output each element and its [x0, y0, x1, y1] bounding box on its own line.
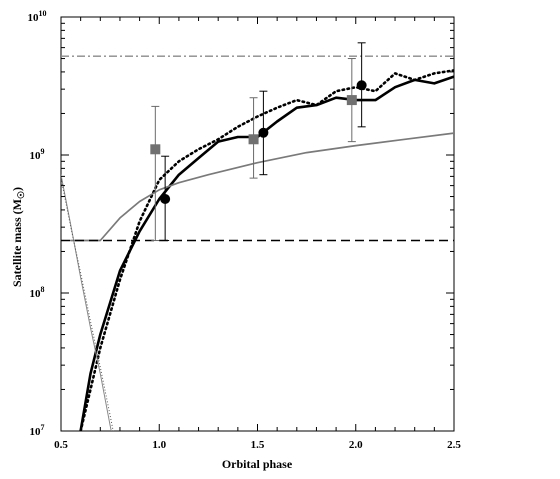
data-point-circle [160, 155, 171, 242]
y-axis-label: Satellite mass (M☉) [10, 187, 26, 287]
data-point-square [150, 105, 161, 242]
points-layer [150, 42, 367, 242]
y-tick-base: 10 [28, 12, 40, 24]
plot-frame [60, 16, 455, 432]
data-point-circle [356, 42, 367, 128]
y-tick-exponent: 9 [41, 147, 45, 156]
y-tick-base: 10 [30, 150, 42, 162]
plot-area [60, 16, 455, 432]
series-line-dotted-thick [79, 69, 454, 431]
circle-marker [356, 80, 367, 91]
y-tick-exponent: 8 [41, 285, 45, 294]
series-line-thin-gray [61, 174, 112, 431]
square-marker [150, 144, 161, 155]
x-tick-label: 2.5 [447, 439, 461, 451]
series-layer [61, 55, 454, 431]
y-axis-label-subscript: ☉ [16, 191, 26, 199]
x-tick-label: 2.0 [349, 439, 363, 451]
data-point-square [346, 58, 357, 143]
y-tick-label: 108 [30, 285, 45, 300]
y-tick-label: 107 [30, 423, 45, 438]
series-line-solid-gray [69, 132, 454, 242]
y-tick-base: 10 [30, 426, 42, 438]
circle-marker [160, 193, 171, 204]
y-tick-exponent: 10 [39, 9, 47, 18]
circle-marker [258, 127, 269, 138]
data-point-circle [258, 90, 269, 176]
x-tick-label: 1.0 [152, 439, 166, 451]
x-axis-label: Orbital phase [222, 457, 293, 471]
y-tick-base: 10 [30, 288, 42, 300]
y-tick-exponent: 7 [41, 423, 45, 432]
y-axis-label-main: Satellite mass (M [10, 199, 24, 287]
y-axis-label-close: ) [10, 187, 24, 191]
square-marker [248, 134, 259, 145]
square-marker [346, 95, 357, 106]
x-tick-label: 1.5 [251, 439, 265, 451]
data-point-square [248, 97, 259, 179]
x-tick-label: 0.5 [54, 439, 68, 451]
y-tick-label: 1010 [28, 9, 47, 24]
y-tick-label: 109 [30, 147, 45, 162]
